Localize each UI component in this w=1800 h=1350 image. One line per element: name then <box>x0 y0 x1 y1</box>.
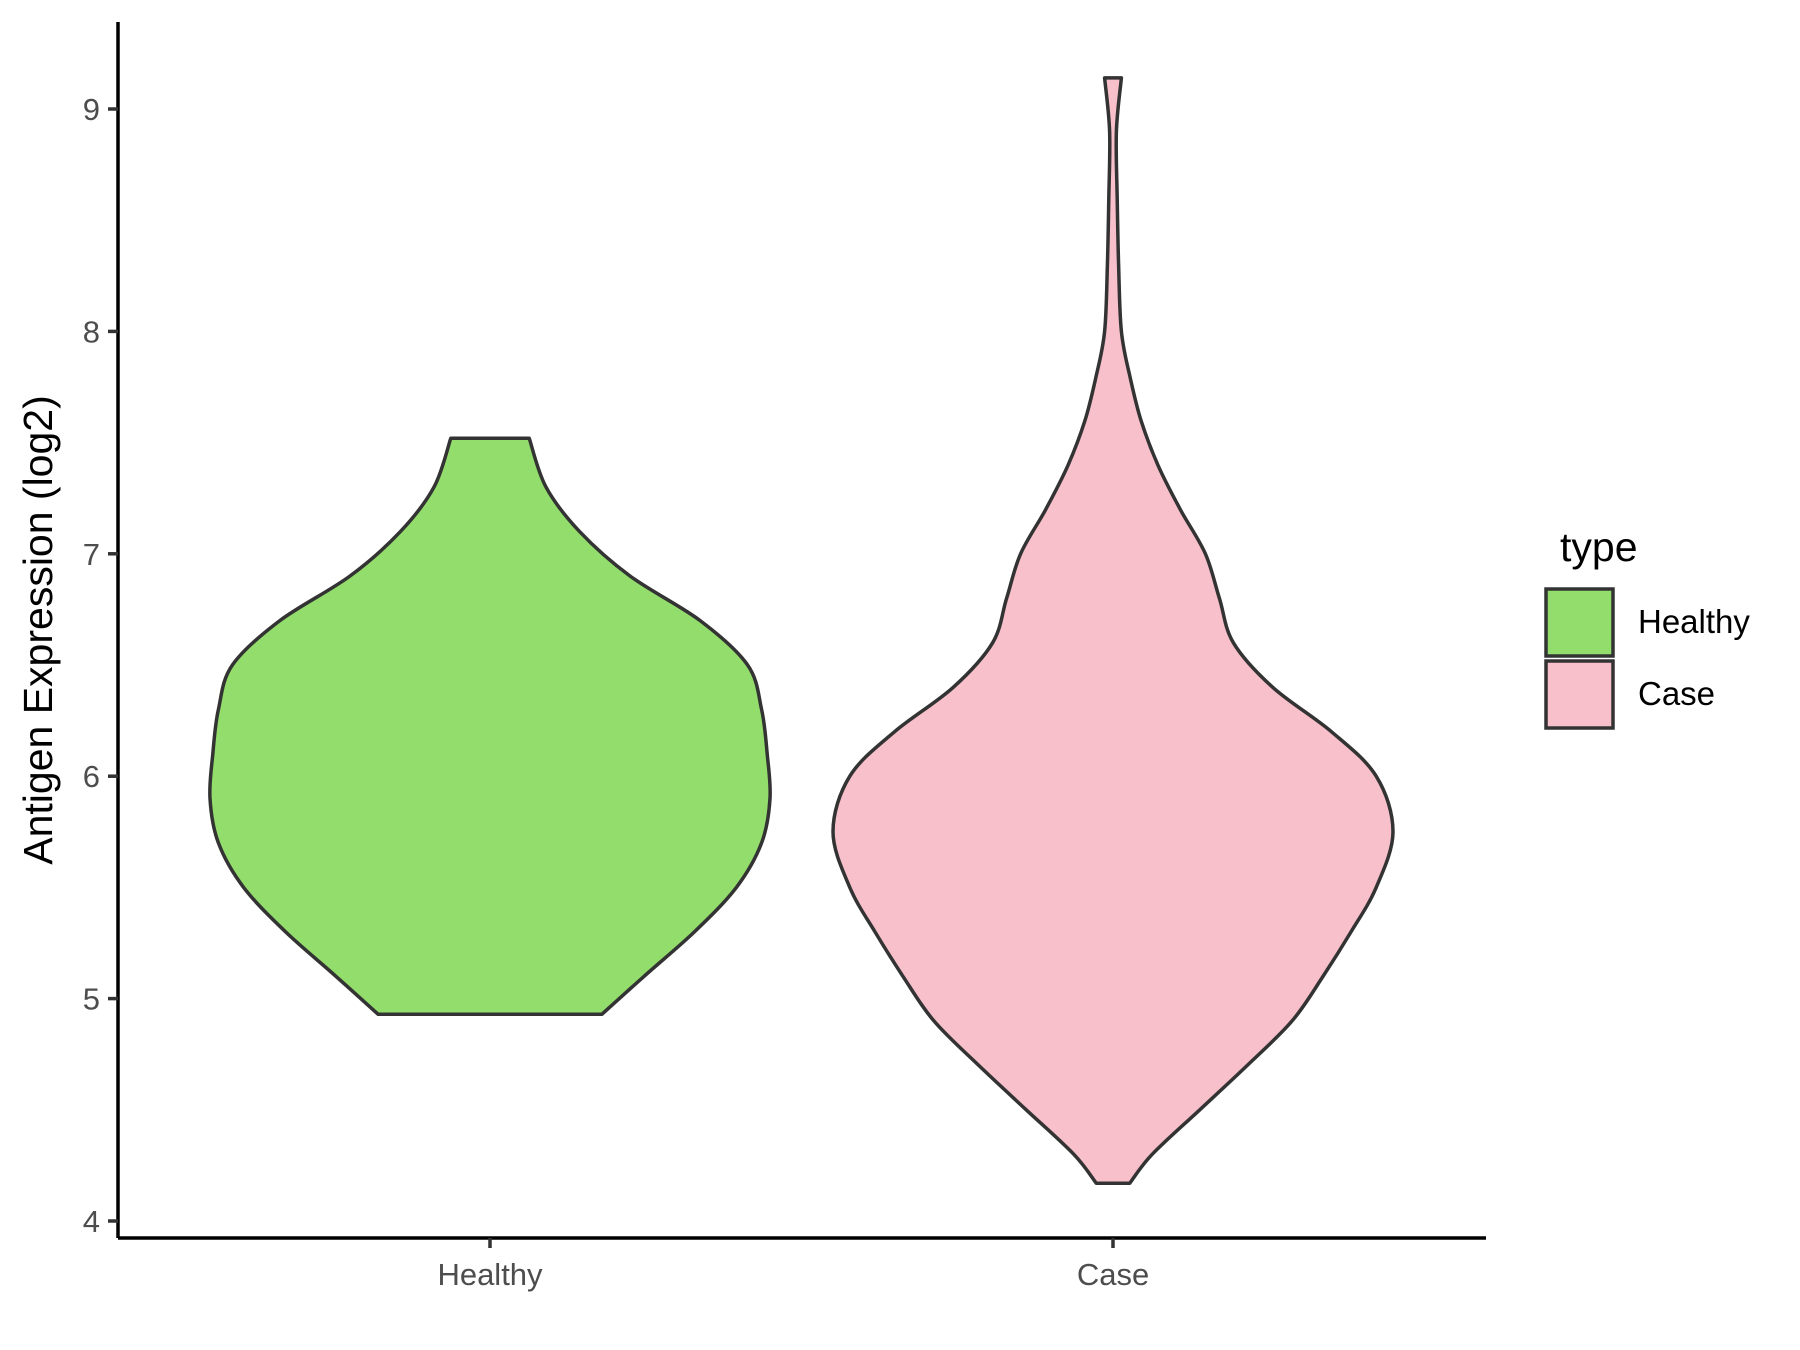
y-tick-label: 4 <box>83 1204 100 1239</box>
legend-key <box>1544 587 1615 658</box>
legend-entry: Case <box>1544 659 1715 730</box>
y-tick-label: 8 <box>83 314 100 349</box>
x-ticks: Healthy Case <box>437 1238 1149 1292</box>
y-tick-label: 5 <box>83 982 100 1017</box>
legend-entry: Healthy <box>1544 587 1750 658</box>
y-tick-label: 9 <box>83 92 100 127</box>
legend-title: type <box>1560 524 1638 570</box>
legend-label: Case <box>1638 675 1715 712</box>
violin-healthy <box>208 436 772 1016</box>
x-tick-label: Case <box>1077 1257 1149 1292</box>
y-tick-label: 6 <box>83 759 100 794</box>
y-ticks: 4 5 6 7 8 9 <box>83 92 118 1239</box>
legend: type Healthy Case <box>1544 524 1750 730</box>
legend-key <box>1544 659 1615 730</box>
violins-layer <box>208 76 1395 1185</box>
y-axis-title: Antigen Expression (log2) <box>15 395 61 864</box>
x-tick-label: Healthy <box>437 1257 543 1292</box>
axes-layer <box>116 22 1486 1240</box>
legend-entries: Healthy Case <box>1544 587 1750 730</box>
legend-label: Healthy <box>1638 603 1750 640</box>
y-tick-label: 7 <box>83 537 100 572</box>
violin-case <box>831 76 1395 1185</box>
